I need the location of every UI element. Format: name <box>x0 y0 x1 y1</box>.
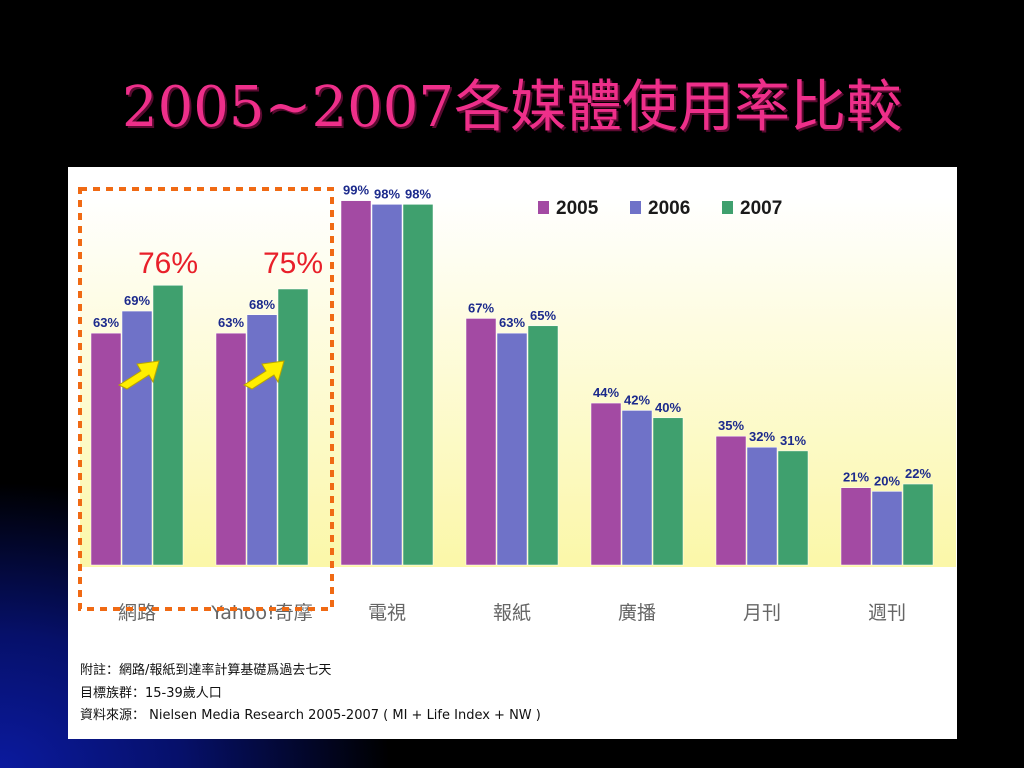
bar-2-2007 <box>402 204 434 566</box>
data-label-5-2005: 35% <box>718 418 744 433</box>
data-label-1-2005: 63% <box>218 315 244 330</box>
bar-6-2005 <box>840 487 872 566</box>
bar-0-2005 <box>90 332 122 566</box>
bar-6-2007 <box>902 483 934 566</box>
bar-0-2007 <box>152 285 184 566</box>
highlight-label-1: 75% <box>263 247 323 280</box>
legend-label-2005: 2005 <box>556 198 599 219</box>
bar-3-2007 <box>527 325 559 566</box>
bar-4-2006 <box>621 410 653 566</box>
category-label-6: 週刊 <box>868 602 906 624</box>
note-line-2: 目標族群：15-39歲人口 <box>80 686 222 701</box>
bar-1-2005 <box>215 332 247 566</box>
data-label-3-2006: 63% <box>499 315 525 330</box>
category-label-3: 報紙 <box>493 602 531 624</box>
bar-chart: 63% 69% 網路 63% 68% Yahoo!奇摩 99% 98% 98% 電視 67% 63% 6… <box>78 183 956 624</box>
bar-0-2006 <box>121 310 153 566</box>
bar-5-2006 <box>746 446 778 566</box>
category-label-5: 月刊 <box>743 602 781 624</box>
bar-5-2007 <box>777 450 809 566</box>
data-label-4-2007: 40% <box>655 400 681 415</box>
bar-5-2005 <box>715 435 747 566</box>
data-label-5-2006: 32% <box>749 429 775 444</box>
legend-label-2007: 2007 <box>740 198 782 219</box>
data-label-2-2005: 99% <box>343 183 369 198</box>
category-label-0: 網路 <box>118 602 156 624</box>
data-label-0-2005: 63% <box>93 315 119 330</box>
data-label-4-2005: 44% <box>593 385 619 400</box>
arrow-icon-0 <box>117 360 160 390</box>
data-label-5-2007: 31% <box>780 433 806 448</box>
data-label-6-2006: 20% <box>874 473 900 488</box>
data-label-3-2007: 65% <box>530 308 556 323</box>
bar-3-2006 <box>496 332 528 566</box>
data-label-6-2005: 21% <box>843 470 869 485</box>
data-label-6-2007: 22% <box>905 466 931 481</box>
bar-6-2006 <box>871 491 903 566</box>
slide-title: 2005~2007各媒體使用率比較 <box>122 75 902 140</box>
bar-2-2005 <box>340 200 372 566</box>
data-label-2-2007: 98% <box>405 186 431 201</box>
note-line-1: 附註：網路/報紙到達率計算基礎爲過去七天 <box>80 663 332 678</box>
bar-4-2007 <box>652 417 684 566</box>
bar-1-2007 <box>277 288 309 566</box>
bar-1-2006 <box>246 314 278 566</box>
category-label-2: 電視 <box>368 602 406 624</box>
data-label-2-2006: 98% <box>374 186 400 201</box>
bar-4-2005 <box>590 402 622 566</box>
bar-3-2005 <box>465 318 497 566</box>
data-label-0-2006: 69% <box>124 293 150 308</box>
legend-swatch-2006 <box>630 201 641 214</box>
legend-swatch-2007 <box>722 201 733 214</box>
chart-panel: 63% 69% 網路 63% 68% Yahoo!奇摩 99% 98% 98% 電視 67% 63% 6… <box>68 167 957 739</box>
category-label-1: Yahoo!奇摩 <box>210 602 313 624</box>
data-label-4-2006: 42% <box>624 392 650 407</box>
legend-label-2006: 2006 <box>648 198 690 219</box>
data-label-3-2005: 67% <box>468 300 494 315</box>
bar-2-2006 <box>371 204 403 566</box>
arrow-icon-1 <box>242 360 285 390</box>
highlight-box <box>78 187 334 611</box>
category-label-4: 廣播 <box>618 602 656 624</box>
data-label-1-2006: 68% <box>249 297 275 312</box>
highlight-label-0: 76% <box>138 247 198 280</box>
legend-swatch-2005 <box>538 201 549 214</box>
note-line-3: 資料來源： Nielsen Media Research 2005-2007 (… <box>80 708 541 723</box>
